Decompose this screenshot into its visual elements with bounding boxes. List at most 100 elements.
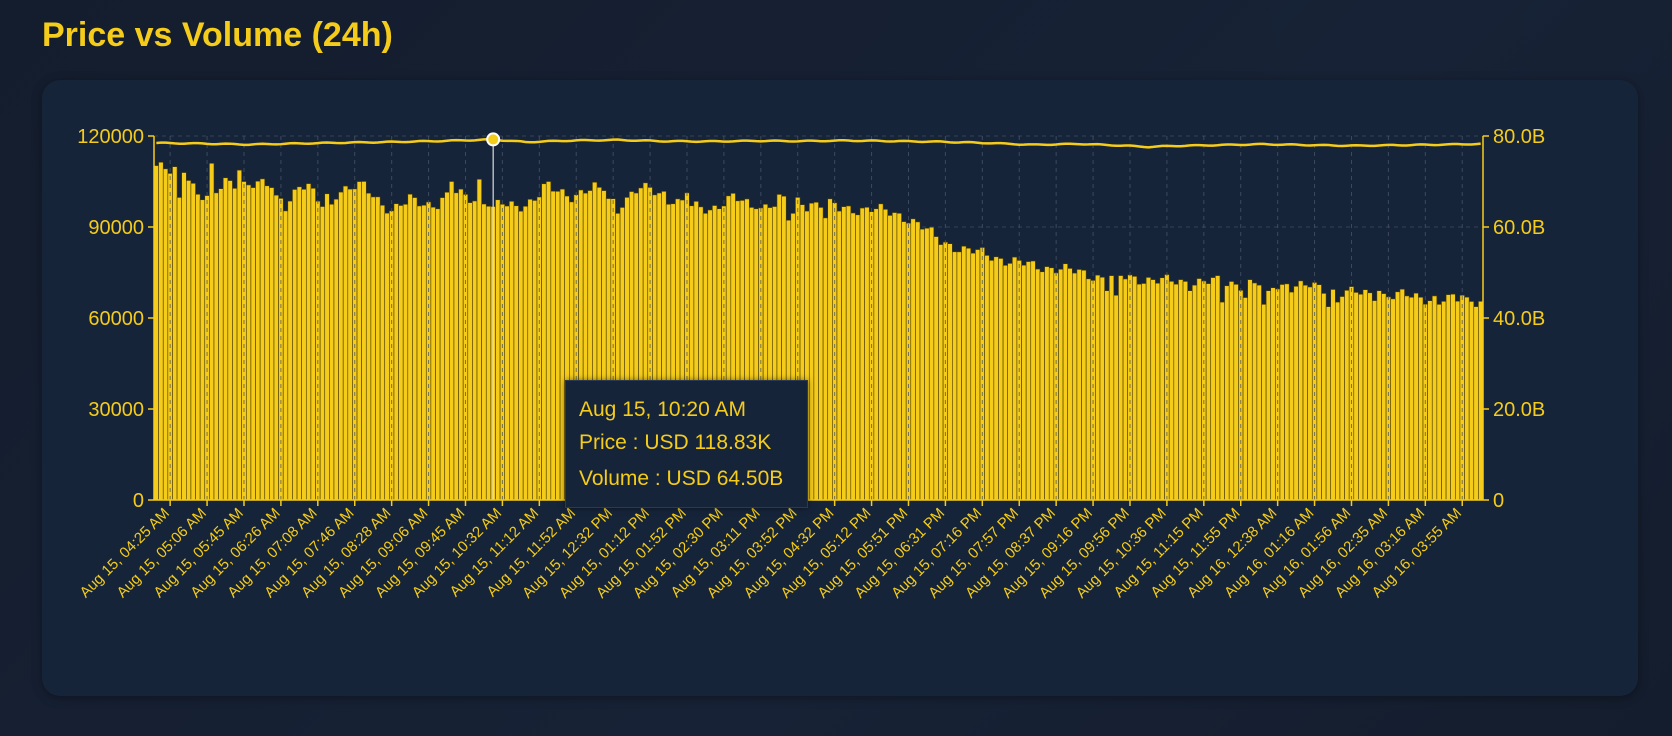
volume-bar [1474,307,1479,500]
volume-bar [1192,285,1197,500]
volume-bar [1137,284,1142,500]
volume-bar [819,207,824,500]
volume-bar [957,252,962,500]
volume-bar [1031,261,1036,500]
volume-bar [1100,277,1105,500]
volume-bar [883,209,888,500]
right-tick-label: 80.0B [1493,126,1545,148]
volume-bar [1266,291,1271,500]
volume-bar [159,162,164,500]
volume-bar [417,206,422,500]
volume-bar [1391,299,1396,500]
volume-bar [196,194,201,500]
volume-bar [1215,276,1220,500]
volume-bar [1363,290,1368,500]
volume-bar [426,202,431,500]
volume-bar [934,237,939,500]
volume-bar [1428,301,1433,500]
volume-bar [1045,267,1050,500]
volume-bar [237,170,242,500]
volume-bar [1437,304,1442,500]
volume-bar [274,195,279,500]
volume-bar [823,218,828,500]
volume-bar [256,181,261,500]
volume-bar [962,246,967,500]
volume-bar [311,188,316,500]
volume-bar [1303,285,1308,500]
volume-bar [376,197,381,500]
volume-bar [1058,269,1063,500]
volume-bar [1460,295,1465,500]
left-tick-label: 0 [133,490,144,512]
volume-bar [828,199,833,500]
volume-bar [251,188,256,500]
volume-bar [486,206,491,500]
volume-bar [288,201,293,500]
volume-bar [1345,290,1350,500]
volume-bar [232,188,237,500]
tooltip-time: Aug 15, 10:20 AM [579,393,794,426]
volume-bar [1183,281,1188,500]
volume-bar [316,201,321,500]
volume-bar [228,181,233,500]
volume-bar [1169,281,1174,500]
volume-bar [1451,294,1456,500]
left-tick-label: 90000 [88,217,144,239]
volume-bar [440,198,445,500]
volume-bar [1257,285,1262,500]
volume-bar [1123,279,1128,500]
volume-bar [1248,280,1253,500]
volume-bar [546,182,551,501]
volume-bar [902,222,907,500]
volume-bar [860,208,865,500]
volume-bar [505,206,510,500]
volume-bar [1441,301,1446,500]
volume-bar [435,209,440,500]
volume-bar [325,194,330,500]
volume-bar [1178,280,1183,500]
volume-bar [380,205,385,500]
right-tick-label: 40.0B [1493,308,1545,330]
volume-bar [1022,265,1027,500]
volume-bar [306,184,311,500]
volume-bar [246,185,251,500]
volume-bar [1280,284,1285,500]
volume-bar [998,258,1003,500]
volume-bar [495,200,500,500]
volume-bar [412,198,417,500]
volume-bar [1285,284,1290,500]
volume-bar [1040,272,1045,500]
volume-bar [1409,297,1414,500]
volume-bar [1132,276,1137,500]
price-volume-chart[interactable]: 0 30000 60000 90000 120000 0 20.0B 40.0B 60.0B 80… [42,80,1638,696]
volume-bar [1414,293,1419,500]
volume-bar [1082,270,1087,500]
volume-bar [200,200,205,500]
volume-bar [366,193,371,500]
volume-bar [920,229,925,500]
volume-bar [897,213,902,500]
volume-bar [1418,297,1423,500]
volume-bar [1262,304,1267,500]
volume-bar [532,200,537,500]
volume-bar [260,179,265,500]
volume-bar [339,192,344,500]
volume-bar [357,182,362,500]
volume-bar [297,187,302,500]
volume-bar [1294,286,1299,500]
volume-bar [1077,269,1082,500]
volume-bar [1105,291,1110,500]
volume-bar [1340,297,1345,500]
volume-bar [283,211,288,500]
volume-bar [1289,292,1294,500]
volume-bar [403,204,408,500]
volume-bar [878,204,883,500]
volume-bar [362,181,367,500]
chart-card: 0 30000 60000 90000 120000 0 20.0B 40.0B 60.0B 80… [42,80,1638,696]
volume-bar [163,169,168,500]
volume-bar [952,252,957,500]
volume-bar [842,207,847,500]
volume-bar [1358,294,1363,500]
volume-bar [915,222,920,500]
volume-bar [809,203,814,500]
